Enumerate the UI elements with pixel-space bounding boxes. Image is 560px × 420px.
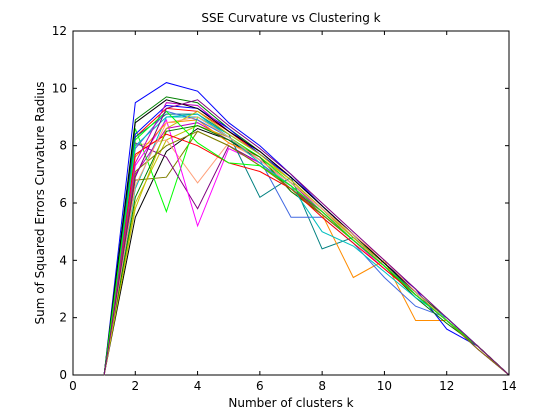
x-axis-label: Number of clusters k — [228, 396, 353, 410]
x-tick-label: 6 — [256, 379, 264, 393]
y-tick-label: 12 — [52, 24, 67, 38]
x-tick-label: 10 — [377, 379, 392, 393]
series-line-26 — [103, 99, 510, 376]
y-tick-label: 6 — [59, 196, 67, 210]
y-tick-label: 8 — [59, 139, 67, 153]
y-tick-label: 2 — [59, 311, 67, 325]
y-tick-label: 4 — [59, 253, 67, 267]
x-tick-label: 4 — [194, 379, 202, 393]
x-tick-label: 0 — [69, 379, 77, 393]
y-tick-label: 0 — [59, 368, 67, 382]
y-tick-label: 10 — [52, 81, 67, 95]
series-layer — [103, 82, 510, 376]
x-tick-label: 2 — [131, 379, 139, 393]
y-axis-label: Sum of Squared Errors Curvature Radius — [33, 82, 47, 325]
series-line-25 — [103, 110, 510, 376]
chart-title: SSE Curvature vs Clustering k — [201, 11, 380, 25]
x-tick-label: 12 — [439, 379, 454, 393]
x-axis-ticks: 0 2 4 6 8 10 12 14 — [69, 31, 517, 393]
x-tick-label: 8 — [318, 379, 326, 393]
plot-area — [72, 30, 510, 376]
x-tick-label: 14 — [501, 379, 516, 393]
y-axis-ticks: 0 2 4 6 8 10 12 — [52, 24, 509, 382]
